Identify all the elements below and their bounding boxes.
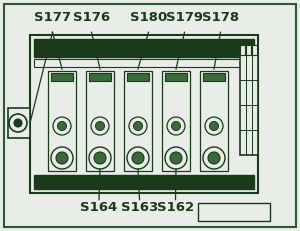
Bar xyxy=(34,39,254,57)
Text: S162: S162 xyxy=(157,201,194,214)
Bar xyxy=(200,71,228,171)
Bar xyxy=(86,71,114,171)
Bar xyxy=(203,73,225,81)
Circle shape xyxy=(9,114,27,132)
Circle shape xyxy=(91,117,109,135)
Bar xyxy=(246,45,251,55)
Circle shape xyxy=(205,117,223,135)
Circle shape xyxy=(58,122,67,131)
Bar xyxy=(34,175,254,189)
Bar xyxy=(30,35,258,193)
Circle shape xyxy=(170,152,182,164)
Text: S177: S177 xyxy=(34,11,71,24)
Bar xyxy=(165,73,187,81)
Bar xyxy=(252,45,257,55)
Circle shape xyxy=(56,152,68,164)
Circle shape xyxy=(167,117,185,135)
Circle shape xyxy=(94,152,106,164)
Circle shape xyxy=(14,119,22,127)
Circle shape xyxy=(129,117,147,135)
Text: S164: S164 xyxy=(80,201,118,214)
Bar xyxy=(51,73,73,81)
Circle shape xyxy=(208,152,220,164)
Circle shape xyxy=(209,122,218,131)
Circle shape xyxy=(127,147,149,169)
Bar xyxy=(124,71,152,171)
Circle shape xyxy=(89,147,111,169)
Bar xyxy=(8,108,30,138)
Bar xyxy=(240,45,245,55)
Circle shape xyxy=(203,147,225,169)
Text: S176: S176 xyxy=(73,11,110,24)
Bar xyxy=(240,55,258,155)
Text: S163: S163 xyxy=(121,201,158,214)
Bar xyxy=(34,59,254,67)
Circle shape xyxy=(95,122,104,131)
Circle shape xyxy=(165,147,187,169)
Circle shape xyxy=(134,122,142,131)
Text: N97-22243: N97-22243 xyxy=(210,207,258,216)
Circle shape xyxy=(51,147,73,169)
Bar xyxy=(162,71,190,171)
Text: S180: S180 xyxy=(130,11,167,24)
Bar xyxy=(198,203,270,221)
Circle shape xyxy=(172,122,181,131)
Circle shape xyxy=(132,152,144,164)
Circle shape xyxy=(53,117,71,135)
Text: S178: S178 xyxy=(202,11,239,24)
Bar xyxy=(48,71,76,171)
Bar xyxy=(89,73,111,81)
Text: S179: S179 xyxy=(166,11,203,24)
Bar xyxy=(127,73,149,81)
